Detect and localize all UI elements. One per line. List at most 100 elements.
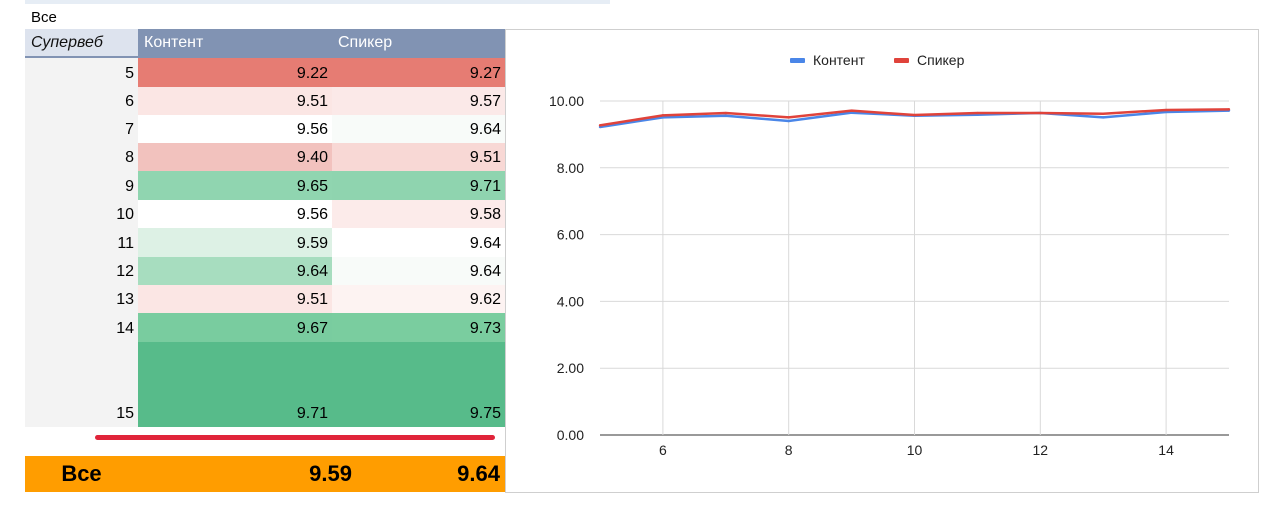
row-index-cell-text: 13: [116, 291, 134, 308]
row-index-cell[interactable]: 8: [25, 143, 138, 171]
row-index-cell-text: 12: [116, 263, 134, 280]
content-cell-text: 9.65: [296, 178, 328, 195]
filter-label: Все: [31, 9, 57, 26]
chart-svg: 0.00 2.00 4.00 6.00 8.00 10.00 6 8 10 12 14 Контент…: [549, 52, 1231, 458]
total-row: Все 9.59 9.64: [25, 456, 505, 492]
y-tick-label: 6.00: [557, 227, 584, 243]
legend-swatch: [894, 58, 909, 63]
row-index-cell-text: 6: [125, 93, 134, 110]
row-index-cell[interactable]: 11: [25, 228, 138, 257]
total-speaker-value[interactable]: 9.64: [457, 461, 500, 486]
content-cell-text: 9.40: [296, 149, 328, 166]
content-cell[interactable]: 9.67: [138, 313, 332, 342]
row-index-cell[interactable]: 7: [25, 115, 138, 143]
x-tick-label: 14: [1158, 442, 1174, 458]
data-point: [850, 111, 853, 114]
content-cell-text: 9.56: [296, 206, 328, 223]
content-cell[interactable]: 9.56: [138, 200, 332, 228]
data-point: [1164, 110, 1168, 114]
x-tick-label: 8: [785, 442, 793, 458]
content-cell-text: 9.59: [296, 235, 328, 252]
row-index-cell-text: 14: [116, 320, 134, 337]
speaker-cell[interactable]: 9.64: [332, 115, 505, 143]
row-index-cell-text: 9: [125, 178, 134, 195]
row-index-cell[interactable]: 15: [25, 342, 138, 427]
row-index-cell-text: 10: [116, 206, 134, 223]
total-label[interactable]: Все: [61, 461, 102, 486]
data-point: [661, 114, 665, 117]
y-tick-label: 4.00: [557, 293, 584, 309]
table-row: 10 9.56 9.58: [25, 200, 505, 228]
row-index-cell[interactable]: 6: [25, 87, 138, 115]
speaker-cell-text: 9.27: [469, 65, 501, 82]
header-speaker[interactable]: Спикер: [332, 29, 505, 58]
content-cell[interactable]: 9.40: [138, 143, 332, 171]
speaker-cell-text: 9.64: [469, 121, 501, 138]
y-tick-label: 10.00: [549, 93, 584, 109]
data-point: [850, 109, 853, 112]
row-index-cell[interactable]: 12: [25, 257, 138, 285]
row-index-cell[interactable]: 14: [25, 313, 138, 342]
x-tick-label: 12: [1033, 442, 1049, 458]
line-chart[interactable]: 0.00 2.00 4.00 6.00 8.00 10.00 6 8 10 12 14 Контент…: [505, 29, 1259, 493]
content-cell[interactable]: 9.59: [138, 228, 332, 257]
content-cell[interactable]: 9.71: [138, 342, 332, 427]
header-content[interactable]: Контент: [138, 29, 332, 58]
speaker-cell[interactable]: 9.73: [332, 313, 505, 342]
row-index-cell-text: 5: [125, 65, 134, 82]
row-index-cell[interactable]: 10: [25, 200, 138, 228]
speaker-cell-text: 9.75: [469, 405, 501, 422]
red-underline: [95, 435, 495, 440]
row-index-cell-text: 11: [117, 235, 134, 252]
speaker-cell[interactable]: 9.64: [332, 257, 505, 285]
speaker-cell-text: 9.51: [469, 149, 501, 166]
row-index-cell[interactable]: 5: [25, 58, 138, 87]
speaker-cell-text: 9.64: [469, 263, 501, 280]
data-point: [787, 116, 790, 119]
content-cell[interactable]: 9.64: [138, 257, 332, 285]
data-point: [913, 113, 916, 117]
speaker-cell-text: 9.62: [469, 291, 501, 308]
header-index[interactable]: Супервеб: [25, 29, 138, 58]
row-index-cell-text: 15: [116, 405, 134, 422]
data-point: [1039, 111, 1042, 115]
data-point: [787, 119, 790, 123]
table-row: 7 9.56 9.64: [25, 115, 505, 143]
x-tick-label: 10: [907, 442, 923, 458]
content-cell[interactable]: 9.51: [138, 285, 332, 313]
speaker-cell-text: 9.73: [469, 320, 501, 337]
row-index-cell[interactable]: 9: [25, 171, 138, 200]
row-index-cell-text: 7: [125, 121, 134, 138]
table-row: 13 9.51 9.62: [25, 285, 505, 313]
data-point: [724, 111, 727, 115]
data-point: [724, 114, 727, 117]
content-cell[interactable]: 9.65: [138, 171, 332, 200]
speaker-cell[interactable]: 9.62: [332, 285, 505, 313]
content-cell[interactable]: 9.56: [138, 115, 332, 143]
speaker-cell[interactable]: 9.64: [332, 228, 505, 257]
y-tick-label: 2.00: [557, 360, 584, 376]
data-point: [598, 124, 602, 127]
content-cell-text: 9.51: [296, 291, 328, 308]
legend-label: Спикер: [917, 52, 965, 68]
data-point: [661, 116, 665, 119]
content-cell-text: 9.67: [296, 320, 328, 337]
speaker-cell[interactable]: 9.51: [332, 143, 505, 171]
speaker-cell[interactable]: 9.58: [332, 200, 505, 228]
content-cell[interactable]: 9.51: [138, 87, 332, 115]
table-row: 12 9.64 9.64: [25, 257, 505, 285]
content-cell[interactable]: 9.22: [138, 58, 332, 87]
table-row: 15 9.71 9.75: [25, 342, 505, 427]
table-row: 6 9.51 9.57: [25, 87, 505, 115]
y-tick-label: 0.00: [557, 427, 584, 443]
speaker-cell[interactable]: 9.71: [332, 171, 505, 200]
speaker-cell[interactable]: 9.27: [332, 58, 505, 87]
table-row: 9 9.65 9.71: [25, 171, 505, 200]
speaker-cell[interactable]: 9.75: [332, 342, 505, 427]
total-content-value[interactable]: 9.59: [309, 461, 352, 486]
data-point: [976, 111, 979, 115]
speaker-cell[interactable]: 9.57: [332, 87, 505, 115]
speaker-cell-text: 9.58: [469, 206, 501, 223]
row-index-cell[interactable]: 13: [25, 285, 138, 313]
content-cell-text: 9.22: [296, 65, 328, 82]
